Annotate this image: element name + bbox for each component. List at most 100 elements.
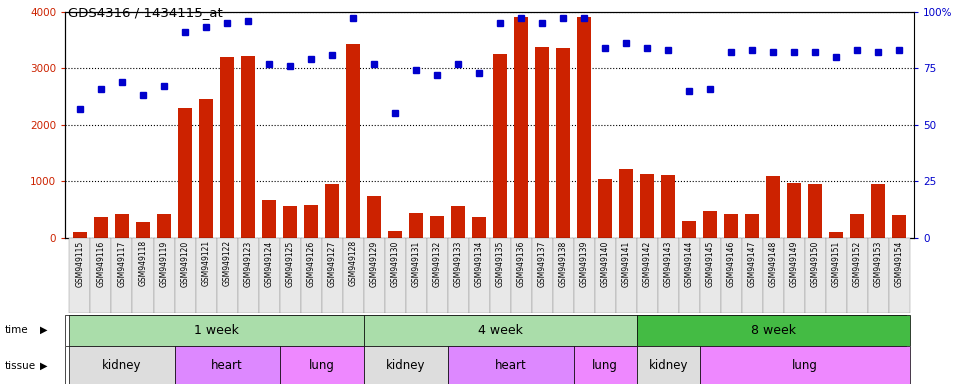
Text: GSM949135: GSM949135 [495,240,505,287]
Bar [179,108,192,238]
Bar [132,238,154,313]
Bar [283,206,297,238]
Bar [762,238,783,313]
Bar [594,238,615,313]
Bar [619,169,633,238]
Text: lung: lung [592,359,618,372]
Bar [90,238,111,313]
Bar [405,238,426,313]
Text: GSM949143: GSM949143 [663,240,673,287]
Bar [598,179,612,238]
Bar [368,195,381,238]
Bar [532,238,553,313]
Text: kidney: kidney [103,359,142,372]
Bar [704,211,717,238]
Bar [658,238,679,313]
Text: 4 week: 4 week [478,324,522,337]
Text: GSM949154: GSM949154 [895,240,903,287]
Bar [636,238,658,313]
Text: kidney: kidney [386,359,425,372]
Bar [515,17,528,238]
Bar [536,46,549,238]
Text: GSM949142: GSM949142 [642,240,652,286]
Bar [69,315,364,346]
Bar [872,184,885,238]
Bar [851,214,864,238]
Text: GSM949152: GSM949152 [852,240,862,286]
Text: GDS4316 / 1434115_at: GDS4316 / 1434115_at [68,6,223,19]
Bar [304,205,318,238]
Bar [69,238,90,313]
Text: 8 week: 8 week [751,324,796,337]
Bar [385,238,405,313]
Text: time: time [5,325,29,335]
Text: GSM949131: GSM949131 [412,240,420,286]
Text: ▶: ▶ [40,361,48,371]
Bar [725,214,738,238]
Bar [175,238,196,313]
Bar [766,176,780,238]
Bar [388,231,402,238]
Bar [237,238,258,313]
Text: GSM949129: GSM949129 [370,240,378,286]
Bar [279,346,364,384]
Text: kidney: kidney [648,359,688,372]
Bar [258,238,279,313]
Bar [490,238,511,313]
Bar [364,238,385,313]
Text: GSM949127: GSM949127 [327,240,337,286]
Bar [893,215,906,238]
Bar [322,238,343,313]
Text: GSM949125: GSM949125 [285,240,295,286]
Bar [745,214,759,238]
Bar [700,346,910,384]
Text: GSM949123: GSM949123 [244,240,252,286]
Text: GSM949144: GSM949144 [684,240,694,287]
Bar [409,213,423,238]
Bar [615,238,636,313]
Bar [451,206,465,238]
Text: GSM949118: GSM949118 [138,240,148,286]
Bar [447,346,574,384]
Text: GSM949150: GSM949150 [810,240,820,287]
Bar [847,238,868,313]
Bar [157,214,171,238]
Text: GSM949121: GSM949121 [202,240,210,286]
Text: GSM949140: GSM949140 [601,240,610,287]
Text: 1 week: 1 week [194,324,239,337]
Bar [787,183,801,238]
Bar [364,346,447,384]
Text: GSM949153: GSM949153 [874,240,882,287]
Text: GSM949115: GSM949115 [76,240,84,286]
Bar [511,238,532,313]
Bar [447,238,468,313]
Bar [742,238,762,313]
Bar [279,238,300,313]
Text: GSM949151: GSM949151 [831,240,841,286]
Bar [783,238,804,313]
Text: tissue: tissue [5,361,36,371]
Bar [220,57,234,238]
Bar [808,184,822,238]
Bar [364,315,636,346]
Bar [574,346,636,384]
Text: GSM949116: GSM949116 [97,240,106,286]
Text: GSM949147: GSM949147 [748,240,756,287]
Text: GSM949122: GSM949122 [223,240,231,286]
Text: GSM949137: GSM949137 [538,240,546,287]
Bar [73,232,86,238]
Bar [196,238,217,313]
Bar [426,238,447,313]
Text: GSM949136: GSM949136 [516,240,526,287]
Bar [347,45,360,238]
Text: GSM949133: GSM949133 [453,240,463,287]
Bar [636,346,700,384]
Text: GSM949120: GSM949120 [180,240,189,286]
Bar [217,238,237,313]
Bar [829,232,843,238]
Bar [679,238,700,313]
Bar [868,238,889,313]
Bar [721,238,742,313]
Bar [804,238,826,313]
Bar [640,174,654,238]
